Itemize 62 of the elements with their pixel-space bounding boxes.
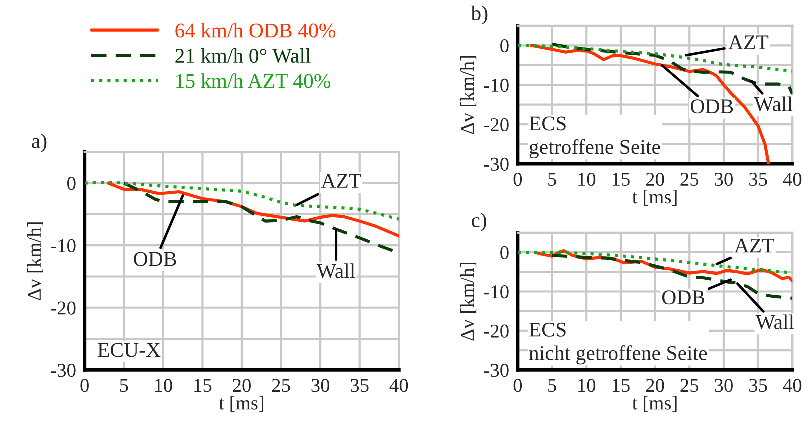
y-tick-label: -10 <box>484 286 509 299</box>
legend-label: 21 km/h 0° Wall <box>176 48 311 64</box>
legend-label: 64 km/h ODB 40% <box>176 23 336 38</box>
x-tick-label: 35 <box>750 379 768 392</box>
annotation: Wall <box>316 264 356 278</box>
annotation: ODB <box>662 290 705 305</box>
y-tick-label: -20 <box>51 302 76 315</box>
chart-title: a) <box>32 134 47 153</box>
y-tick-label: -30 <box>484 364 509 378</box>
x-tick-label: 5 <box>548 379 556 392</box>
x-axis-title: t [ms] <box>632 396 677 412</box>
y-tick-label: -30 <box>51 364 76 378</box>
y-tick-label: -20 <box>484 324 509 338</box>
y-axis-title: Δv [km/h] <box>27 222 44 300</box>
x-tick-label: 0 <box>514 379 522 392</box>
annotation: ODB <box>134 252 176 266</box>
x-tick-label: 40 <box>783 379 802 392</box>
chart-title: b) <box>471 6 488 25</box>
x-tick-label: 10 <box>578 379 596 392</box>
annotation: AZT <box>734 238 775 253</box>
x-tick-label: 15 <box>612 379 630 392</box>
x-tick-label: 30 <box>312 379 330 392</box>
x-tick-label: 25 <box>680 173 699 186</box>
x-tick-label: 15 <box>612 173 630 186</box>
x-tick-label: 15 <box>194 379 212 392</box>
x-tick-label: 20 <box>646 172 664 186</box>
x-tick-label: 10 <box>578 172 596 186</box>
x-tick-label: 40 <box>390 379 408 392</box>
x-tick-label: 20 <box>646 379 664 392</box>
x-tick-label: 20 <box>233 379 251 392</box>
annotation: ECS getroffene Seite <box>530 116 660 159</box>
x-axis-title: t [ms] <box>219 396 264 412</box>
y-tick-label: -10 <box>51 239 76 253</box>
y-tick-label: 0 <box>500 39 509 53</box>
annotation: AZT <box>321 174 362 188</box>
x-tick-label: 30 <box>715 379 733 392</box>
y-tick-label: -10 <box>484 78 509 92</box>
legend-label: 15 km/h AZT 40% <box>176 74 331 88</box>
chart-title: c) <box>472 212 486 232</box>
x-tick-label: 35 <box>351 379 369 392</box>
x-tick-label: 5 <box>120 379 128 392</box>
y-tick-label: 0 <box>500 246 509 260</box>
x-tick-label: 25 <box>272 379 290 392</box>
y-axis-title: Δv [km/h] <box>460 262 477 341</box>
x-tick-label: 0 <box>514 172 522 186</box>
annotation: AZT <box>728 36 769 50</box>
annotation: ECS nicht getroffene Seite <box>529 322 708 365</box>
x-tick-label: 30 <box>715 172 733 186</box>
x-tick-label: 10 <box>155 379 172 392</box>
y-axis-title: Δv [km/h] <box>460 56 477 134</box>
x-tick-label: 35 <box>750 173 768 186</box>
annotation: ECU-X <box>98 343 161 358</box>
x-tick-label: 25 <box>680 379 699 392</box>
annotation: Wall <box>754 96 793 112</box>
annotation: Wall <box>756 314 794 330</box>
y-tick-label: -20 <box>484 118 509 132</box>
y-tick-label: -30 <box>484 158 509 171</box>
annotation: ODB <box>691 100 734 114</box>
x-tick-label: 5 <box>548 173 556 186</box>
x-axis-title: t [ms] <box>632 190 677 206</box>
x-tick-label: 0 <box>80 379 89 392</box>
x-tick-label: 40 <box>783 172 802 186</box>
